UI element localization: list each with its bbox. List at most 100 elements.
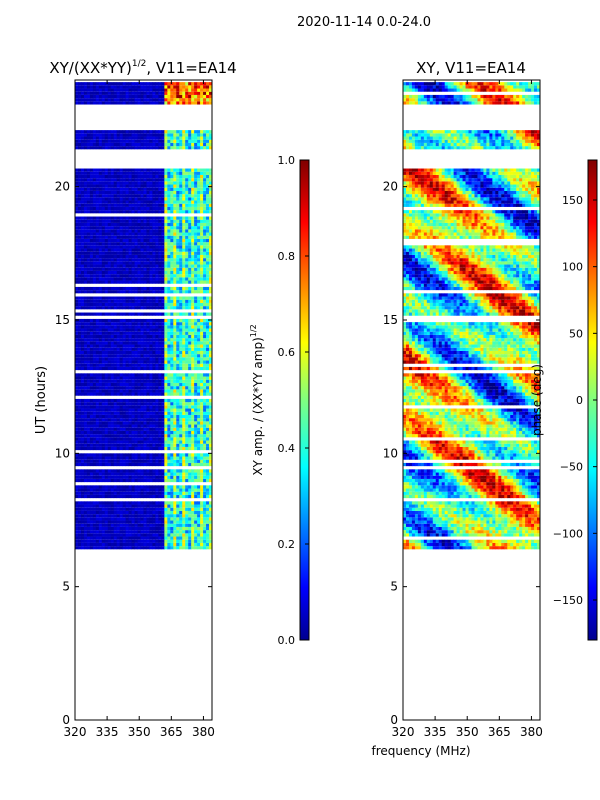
heatmap-cell xyxy=(200,357,204,361)
heatmap-cell xyxy=(86,261,91,265)
heatmap-cell xyxy=(89,546,94,550)
heatmap-cell xyxy=(140,258,144,262)
heatmap-cell xyxy=(107,174,112,179)
heatmap-cell xyxy=(95,344,100,348)
heatmap-cell xyxy=(164,542,168,547)
heatmap-cell xyxy=(77,274,82,278)
heatmap-cell xyxy=(98,258,103,262)
heatmap-cell xyxy=(122,392,127,396)
heatmap-cell xyxy=(86,418,91,422)
heatmap-cell xyxy=(119,533,124,537)
heatmap-cell xyxy=(113,546,118,550)
heatmap-cell xyxy=(176,178,180,182)
heatmap-cell xyxy=(203,200,207,204)
heatmap-cell xyxy=(200,229,204,233)
heatmap-cell xyxy=(95,542,100,547)
heatmap-cell xyxy=(83,443,88,447)
heatmap-cell xyxy=(131,363,135,367)
heatmap-cell xyxy=(110,258,115,262)
heatmap-cell xyxy=(131,456,135,460)
heatmap-cell xyxy=(143,338,147,342)
heatmap-cell xyxy=(146,507,150,511)
heatmap-cell xyxy=(185,491,189,495)
heatmap-cell xyxy=(146,514,150,518)
heatmap-cell xyxy=(161,229,165,233)
heatmap-cell xyxy=(119,510,124,515)
heatmap-cell xyxy=(197,360,201,364)
heatmap-cell xyxy=(209,510,212,515)
heatmap-cell xyxy=(125,363,130,367)
heatmap-cell xyxy=(101,376,106,380)
heatmap-cell xyxy=(164,302,168,307)
heatmap-cell xyxy=(110,277,115,281)
heatmap-cell xyxy=(191,485,195,489)
heatmap-cell xyxy=(185,341,189,345)
heatmap-cell xyxy=(152,366,156,371)
heatmap-cell xyxy=(182,376,186,380)
heatmap-cell xyxy=(206,306,210,310)
heatmap-cell xyxy=(104,462,109,467)
heatmap-cell xyxy=(143,187,147,191)
heatmap-cell xyxy=(155,226,159,230)
heatmap-cell xyxy=(206,226,210,230)
heatmap-cell xyxy=(110,347,115,351)
heatmap-cell xyxy=(101,411,106,415)
heatmap-cell xyxy=(149,504,153,508)
heatmap-cell xyxy=(140,389,144,393)
heatmap-cell xyxy=(119,402,124,406)
heatmap-cell xyxy=(116,424,121,428)
heatmap-cell xyxy=(104,274,109,278)
heatmap-cell xyxy=(134,238,138,243)
heatmap-cell xyxy=(92,347,97,351)
heatmap-cell xyxy=(122,389,127,393)
heatmap-cell xyxy=(143,427,147,431)
heatmap-cell xyxy=(107,280,112,284)
heatmap-cell xyxy=(167,494,171,499)
heatmap-cell xyxy=(113,190,118,195)
heatmap-cell xyxy=(89,334,94,339)
heatmap-cell xyxy=(143,430,147,435)
heatmap-cell xyxy=(149,181,153,185)
heatmap-cell xyxy=(188,267,192,271)
heatmap-cell xyxy=(110,542,115,547)
heatmap-cell xyxy=(200,251,204,255)
heatmap-cell xyxy=(131,488,135,492)
heatmap-cell xyxy=(134,469,138,473)
heatmap-cell xyxy=(191,360,195,364)
heatmap-cell xyxy=(191,539,195,543)
heatmap-cell xyxy=(116,318,121,323)
heatmap-cell xyxy=(173,517,177,521)
heatmap-cell xyxy=(176,488,180,492)
heatmap-cell xyxy=(191,501,195,505)
heatmap-cell xyxy=(116,530,121,534)
heatmap-cell xyxy=(173,242,177,246)
heatmap-cell xyxy=(119,296,124,300)
heatmap-cell xyxy=(179,430,183,435)
heatmap-cell xyxy=(209,526,212,531)
heatmap-cell xyxy=(107,258,112,262)
heatmap-cell xyxy=(155,184,159,188)
heatmap-cell xyxy=(134,443,138,447)
heatmap-cell xyxy=(158,184,162,188)
heatmap-cell xyxy=(95,280,100,284)
heatmap-cell xyxy=(95,290,100,294)
heatmap-cell xyxy=(170,488,174,492)
heatmap-cell xyxy=(188,338,192,342)
heatmap-cell xyxy=(203,520,207,524)
heatmap-cell xyxy=(170,181,174,185)
heatmap-cell xyxy=(116,405,121,409)
heatmap-cell xyxy=(110,453,115,457)
heatmap-cell xyxy=(77,373,82,377)
heatmap-cell xyxy=(104,459,109,463)
heatmap-cell xyxy=(89,501,94,505)
heatmap-cell xyxy=(182,331,186,335)
heatmap-cell xyxy=(95,389,100,393)
heatmap-cell xyxy=(137,238,141,243)
heatmap-cell xyxy=(140,392,144,396)
heatmap-cell xyxy=(128,526,132,531)
heatmap-cell xyxy=(75,517,79,521)
heatmap-cell xyxy=(80,261,85,265)
heatmap-cell xyxy=(191,222,195,227)
heatmap-cell xyxy=(86,229,91,233)
heatmap-cell xyxy=(125,226,130,230)
